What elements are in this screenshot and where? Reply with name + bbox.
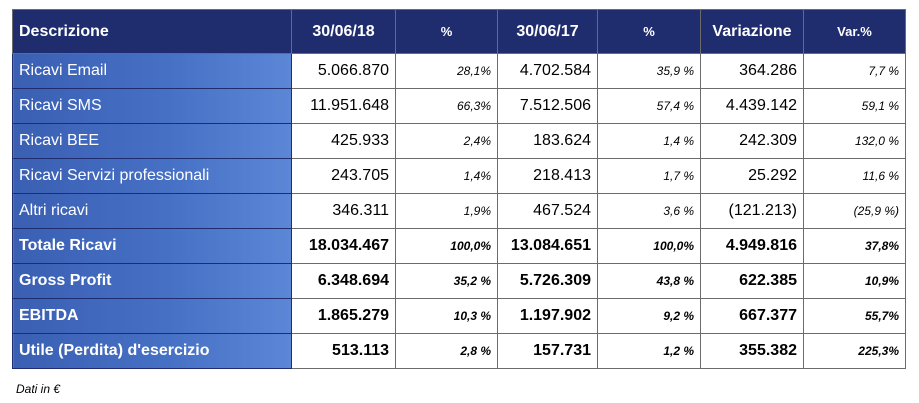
pct-2017: 35,9 % xyxy=(597,53,701,89)
variazione-value: 25.292 xyxy=(700,158,804,194)
table-row: Totale Ricavi 18.034.467 100,0% 13.084.651 1… xyxy=(12,228,906,264)
pct-2017: 57,4 % xyxy=(597,88,701,124)
pct-2018: 66,3% xyxy=(395,88,498,124)
pct-2018: 1,9% xyxy=(395,193,498,229)
value-2018: 346.311 xyxy=(291,193,396,229)
value-2017: 13.084.651 xyxy=(497,228,598,264)
value-2018: 1.865.279 xyxy=(291,298,396,334)
header-pct-2017: % xyxy=(597,9,701,54)
table-row: Gross Profit 6.348.694 35,2 % 5.726.309 43,8… xyxy=(12,263,906,299)
pct-2017: 100,0% xyxy=(597,228,701,264)
pct-2017: 3,6 % xyxy=(597,193,701,229)
value-2017: 5.726.309 xyxy=(497,263,598,299)
pct-2017: 1,2 % xyxy=(597,333,701,369)
table-row: Ricavi Email 5.066.870 28,1% 4.702.584 35,9 … xyxy=(12,53,906,89)
header-row: Descrizione 30/06/18 % 30/06/17 % Variaz… xyxy=(12,9,906,54)
pct-2018: 35,2 % xyxy=(395,263,498,299)
value-2017: 218.413 xyxy=(497,158,598,194)
var-pct: 132,0 % xyxy=(803,123,906,159)
row-label: Gross Profit xyxy=(12,263,292,299)
pct-2017: 1,4 % xyxy=(597,123,701,159)
value-2017: 467.524 xyxy=(497,193,598,229)
row-label: Totale Ricavi xyxy=(12,228,292,264)
row-label: Utile (Perdita) d'esercizio xyxy=(12,333,292,369)
var-pct: (25,9 %) xyxy=(803,193,906,229)
pct-2017: 1,7 % xyxy=(597,158,701,194)
var-pct: 55,7% xyxy=(803,298,906,334)
var-pct: 11,6 % xyxy=(803,158,906,194)
variazione-value: 364.286 xyxy=(700,53,804,89)
value-2017: 157.731 xyxy=(497,333,598,369)
pct-2018: 2,8 % xyxy=(395,333,498,369)
value-2018: 18.034.467 xyxy=(291,228,396,264)
value-2017: 7.512.506 xyxy=(497,88,598,124)
row-label: Ricavi Servizi professionali xyxy=(12,158,292,194)
pct-2018: 1,4% xyxy=(395,158,498,194)
variazione-value: 622.385 xyxy=(700,263,804,299)
header-descrizione: Descrizione xyxy=(12,9,292,54)
row-label: Altri ricavi xyxy=(12,193,292,229)
variazione-value: 355.382 xyxy=(700,333,804,369)
header-variazione: Variazione xyxy=(700,9,804,54)
value-2018: 6.348.694 xyxy=(291,263,396,299)
row-label: Ricavi SMS xyxy=(12,88,292,124)
row-label: Ricavi Email xyxy=(12,53,292,89)
variazione-value: (121.213) xyxy=(700,193,804,229)
value-2017: 4.702.584 xyxy=(497,53,598,89)
variazione-value: 667.377 xyxy=(700,298,804,334)
table-row: Ricavi SMS 11.951.648 66,3% 7.512.506 57,4 %… xyxy=(12,88,906,124)
pct-2017: 9,2 % xyxy=(597,298,701,334)
var-pct: 37,8% xyxy=(803,228,906,264)
value-2018: 425.933 xyxy=(291,123,396,159)
footnote: Dati in € xyxy=(16,382,61,396)
row-label: EBITDA xyxy=(12,298,292,334)
table-row: Altri ricavi 346.311 1,9% 467.524 3,6 % (121.… xyxy=(12,193,906,229)
table-row: Utile (Perdita) d'esercizio 513.113 2,8 % 1… xyxy=(12,333,906,369)
var-pct: 7,7 % xyxy=(803,53,906,89)
value-2018: 243.705 xyxy=(291,158,396,194)
header-date-2018: 30/06/18 xyxy=(291,9,396,54)
pct-2018: 2,4% xyxy=(395,123,498,159)
header-pct-2018: % xyxy=(395,9,498,54)
var-pct: 59,1 % xyxy=(803,88,906,124)
value-2018: 5.066.870 xyxy=(291,53,396,89)
header-date-2017: 30/06/17 xyxy=(497,9,598,54)
header-var-pct: Var.% xyxy=(803,9,906,54)
table-row: Ricavi BEE 425.933 2,4% 183.624 1,4 % 242.309… xyxy=(12,123,906,159)
pct-2018: 28,1% xyxy=(395,53,498,89)
table-body: Ricavi Email 5.066.870 28,1% 4.702.584 35,9 … xyxy=(12,53,906,369)
table-row: Ricavi Servizi professionali 243.705 1,4% 2… xyxy=(12,158,906,194)
variazione-value: 242.309 xyxy=(700,123,804,159)
value-2018: 11.951.648 xyxy=(291,88,396,124)
pct-2017: 43,8 % xyxy=(597,263,701,299)
table-row: EBITDA 1.865.279 10,3 % 1.197.902 9,2 % 667.3… xyxy=(12,298,906,334)
value-2018: 513.113 xyxy=(291,333,396,369)
variazione-value: 4.439.142 xyxy=(700,88,804,124)
pct-2018: 10,3 % xyxy=(395,298,498,334)
var-pct: 10,9% xyxy=(803,263,906,299)
financial-table: Descrizione 30/06/18 % 30/06/17 % Variaz… xyxy=(12,9,906,369)
variazione-value: 4.949.816 xyxy=(700,228,804,264)
value-2017: 183.624 xyxy=(497,123,598,159)
pct-2018: 100,0% xyxy=(395,228,498,264)
value-2017: 1.197.902 xyxy=(497,298,598,334)
row-label: Ricavi BEE xyxy=(12,123,292,159)
var-pct: 225,3% xyxy=(803,333,906,369)
